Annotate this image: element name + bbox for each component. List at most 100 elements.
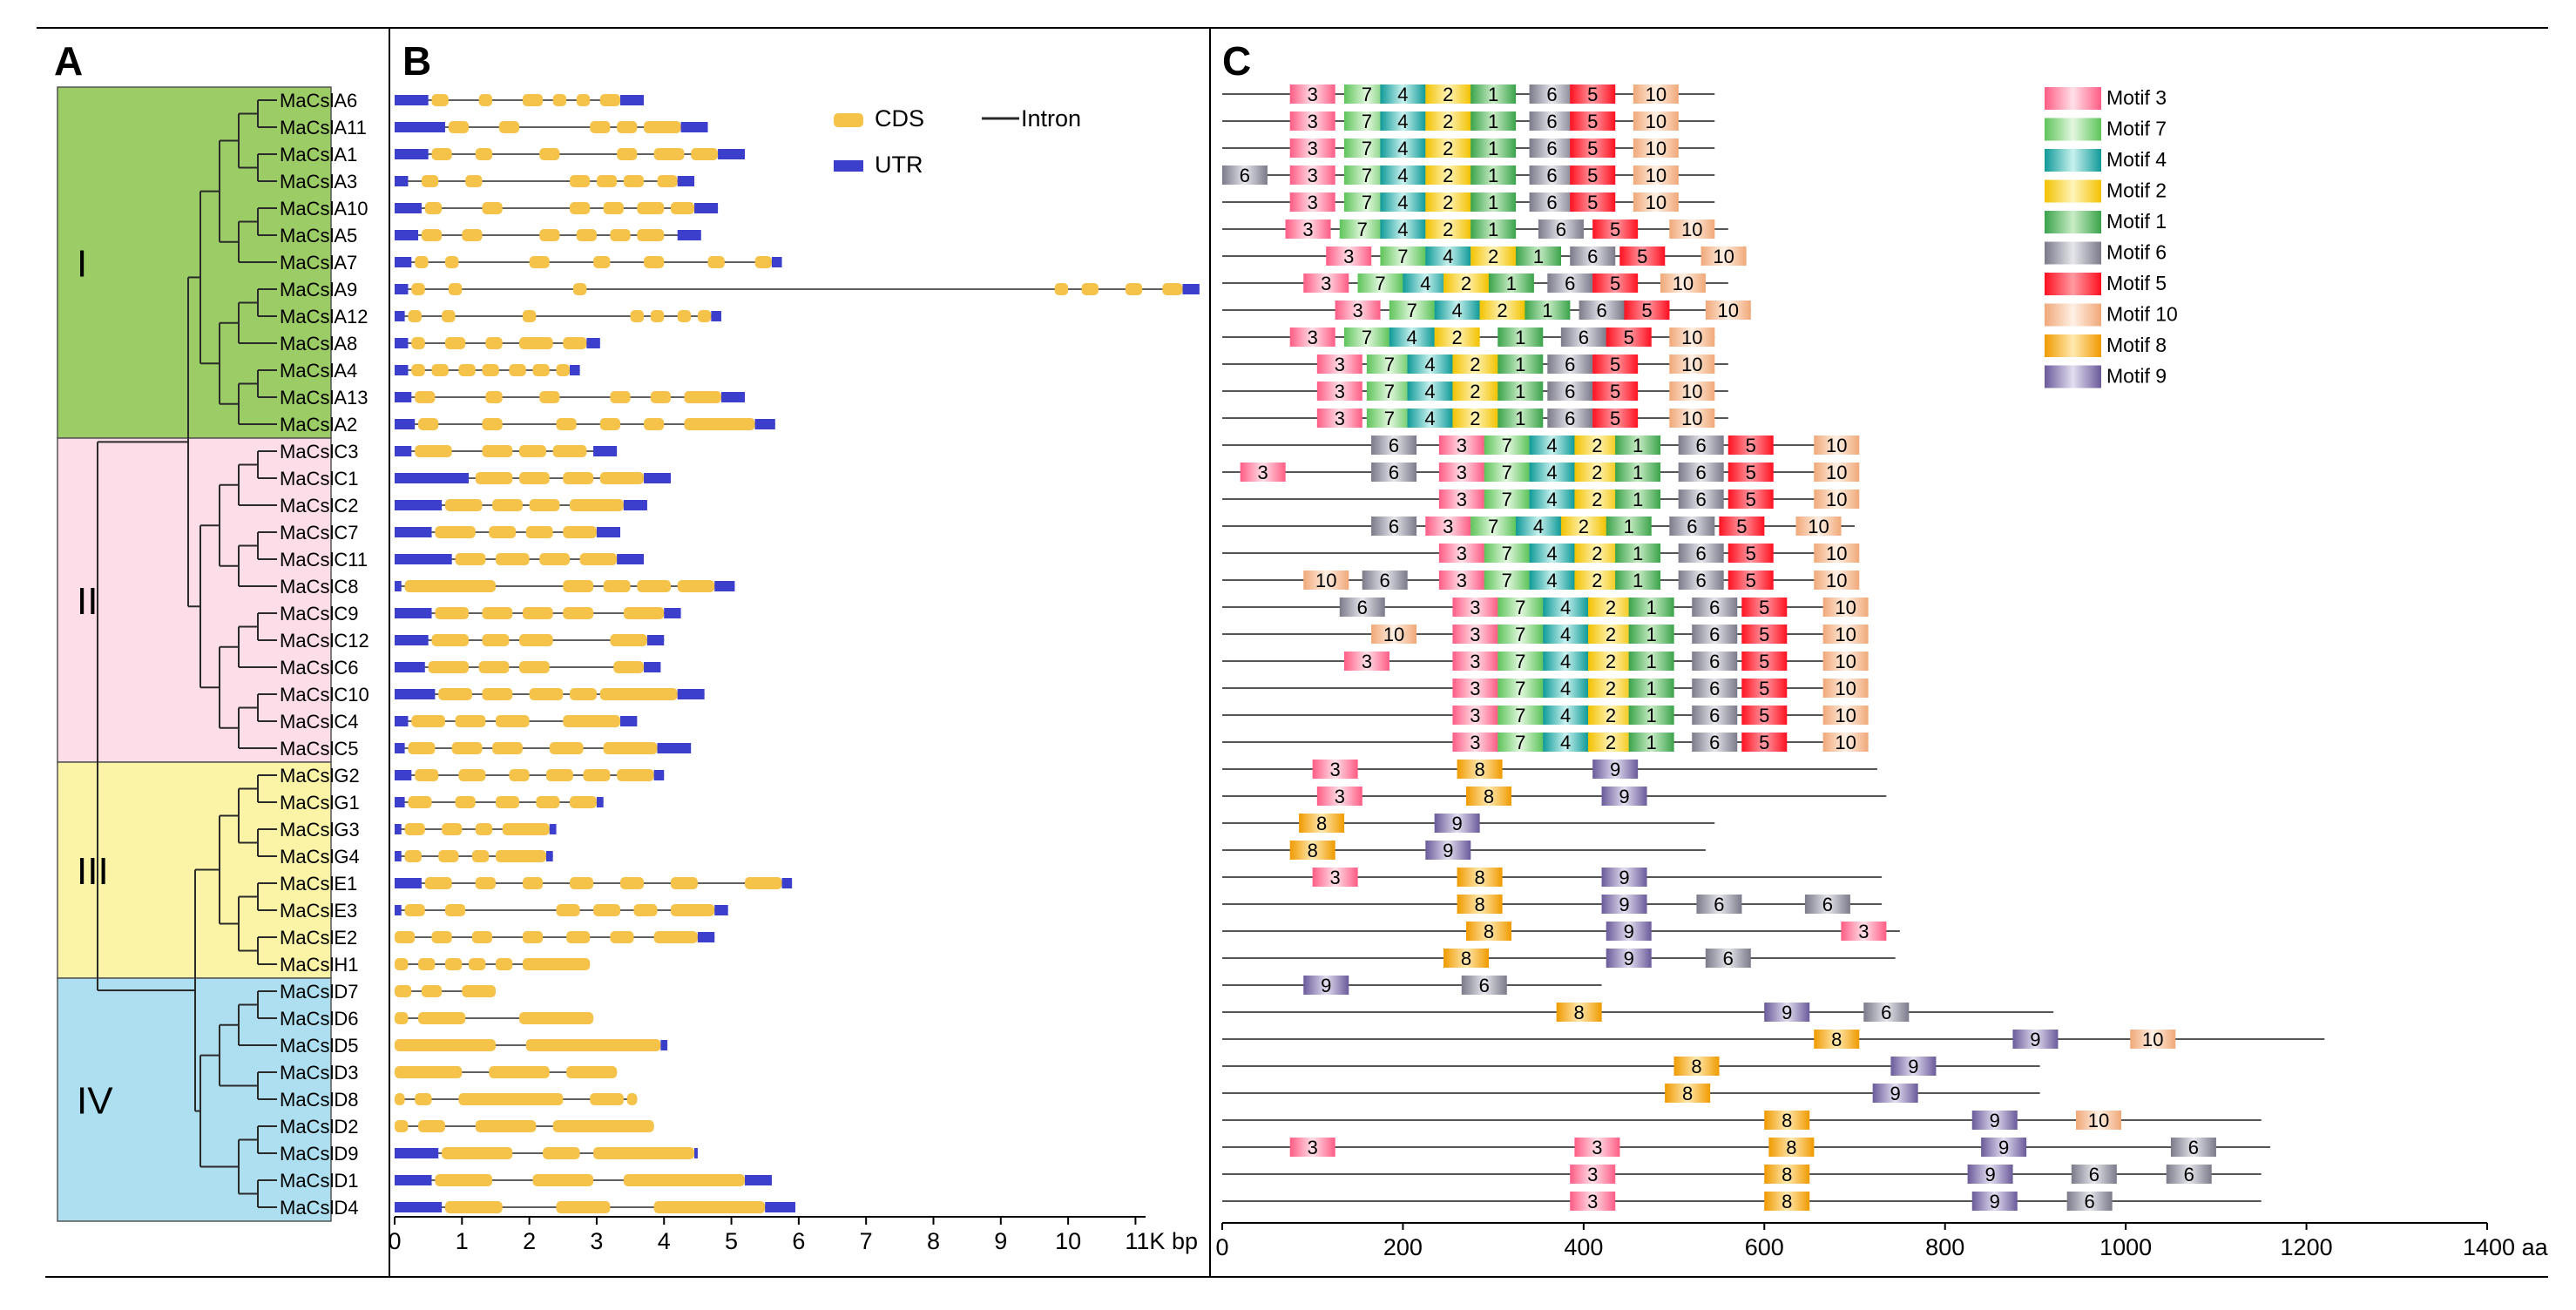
motif-row: 8 9 3 <box>1222 921 1900 942</box>
cds-legend-label: CDS <box>875 105 924 132</box>
motif-legend-swatch <box>2045 303 2101 327</box>
motif-box <box>1606 922 1652 941</box>
motif-box <box>1587 706 1633 725</box>
motif-number: 5 <box>1610 408 1620 429</box>
motif-box <box>1615 490 1661 509</box>
cds-segment <box>485 337 503 349</box>
motif-box <box>1570 192 1616 212</box>
gene-label: MaCslC7 <box>280 522 358 544</box>
motif-number: 10 <box>1646 111 1667 132</box>
motif-box <box>1479 300 1525 320</box>
cds-segment <box>522 94 544 106</box>
utr-segment <box>617 554 645 564</box>
utr-segment <box>395 770 412 780</box>
gene-structure-row <box>395 877 793 889</box>
cds-segment <box>570 796 597 808</box>
gene-structure-row <box>395 1093 638 1105</box>
motif-number: 4 <box>1546 462 1557 483</box>
tick-label: 600 <box>1745 1234 1784 1260</box>
motif-number: 7 <box>1515 624 1525 645</box>
gene-structure-row <box>395 1174 772 1186</box>
motif-number: 10 <box>1713 246 1734 267</box>
motif-number: 4 <box>1546 543 1557 564</box>
cds-segment <box>563 526 597 538</box>
figure-frame <box>37 27 2548 1278</box>
motif-box <box>1343 192 1389 212</box>
motif-box <box>1529 138 1575 158</box>
motif-box <box>1814 544 1860 563</box>
utr-segment <box>660 1040 668 1050</box>
motif-box <box>1574 436 1620 455</box>
motif-number: 10 <box>1835 705 1856 726</box>
motif-box <box>1357 273 1403 293</box>
utr-segment <box>395 851 402 861</box>
motif-box <box>1465 787 1511 806</box>
motif-box <box>1971 1192 2018 1211</box>
cds-segment <box>522 958 591 970</box>
motif-box <box>1601 868 1647 887</box>
motif-number: 6 <box>1714 894 1724 915</box>
motif-legend-label: Motif 10 <box>2106 303 2178 326</box>
cds-segment <box>556 364 571 376</box>
motif-number: 2 <box>1470 381 1480 402</box>
utr-segment <box>754 419 775 429</box>
cds-segment <box>583 769 611 781</box>
motif-number: 3 <box>1308 165 1318 186</box>
gene-label: MaCslG2 <box>280 765 360 787</box>
cds-segment <box>525 1039 661 1051</box>
motif-box <box>1574 544 1620 563</box>
utr-segment <box>677 689 705 699</box>
gene-structure-row <box>395 121 708 133</box>
gene-structure-row <box>395 1120 654 1132</box>
cds-segment <box>395 985 412 997</box>
motif-box <box>1316 409 1362 428</box>
cds-segment <box>475 823 493 835</box>
motif-number: 6 <box>1389 462 1399 483</box>
cds-segment <box>677 580 715 592</box>
motif-number: 3 <box>1470 597 1480 618</box>
motif-box <box>1529 436 1575 455</box>
motif-box <box>1425 84 1471 104</box>
cds-segment <box>395 958 409 970</box>
motif-box <box>1669 409 1715 428</box>
motif-box <box>1403 273 1449 293</box>
utr-segment <box>677 176 695 186</box>
motif-number: 4 <box>1533 516 1544 537</box>
cds-segment <box>599 688 678 700</box>
motif-box <box>1471 165 1517 185</box>
tick-label: 8 <box>927 1228 940 1254</box>
motif-box <box>1529 490 1575 509</box>
motif-number: 4 <box>1560 651 1571 672</box>
gene-label: MaCslC9 <box>280 603 358 625</box>
utr-legend-label: UTR <box>875 152 923 178</box>
motif-legend-label: Motif 9 <box>2106 365 2167 388</box>
motif-number: 9 <box>1443 840 1453 861</box>
motif-box <box>1678 490 1724 509</box>
motif-number: 9 <box>1321 975 1331 996</box>
motif-number: 1 <box>1488 165 1498 186</box>
cds-segment <box>485 391 503 403</box>
utr-segment <box>619 716 638 726</box>
motif-number: 3 <box>1470 651 1480 672</box>
motif-row: 3 7 4 2 1 6 5 10 <box>1222 111 1715 132</box>
utr-segment <box>395 635 429 645</box>
motif-box <box>1633 84 1679 104</box>
cds-segment <box>1125 283 1143 295</box>
motif-row: 6 3 7 4 2 1 6 5 10 <box>1221 165 1715 186</box>
motif-number: 9 <box>1890 1083 1901 1104</box>
motif-box <box>1547 273 1593 293</box>
motif-number: 2 <box>1592 570 1602 591</box>
tick-label: 1200 <box>2281 1234 2333 1260</box>
motif-number: 1 <box>1515 408 1525 429</box>
gene-label: MaCslH1 <box>280 954 358 976</box>
motif-box <box>1587 679 1633 698</box>
cds-segment <box>395 1120 409 1132</box>
motif-number: 4 <box>1397 138 1408 159</box>
gene-structure-row <box>395 661 661 673</box>
motif-box <box>1628 733 1674 752</box>
motif-rows: 3 7 4 2 1 6 5 103 7 4 2 1 6 5 103 7 4 2 1 6 5 106 3 7 4 2 1 6 5 103 7 4… <box>1221 84 2325 1212</box>
motif-number: 6 <box>1546 138 1557 159</box>
tick-label: 7 <box>860 1228 873 1254</box>
cds-segment <box>498 121 520 133</box>
cds-segment <box>519 445 546 457</box>
